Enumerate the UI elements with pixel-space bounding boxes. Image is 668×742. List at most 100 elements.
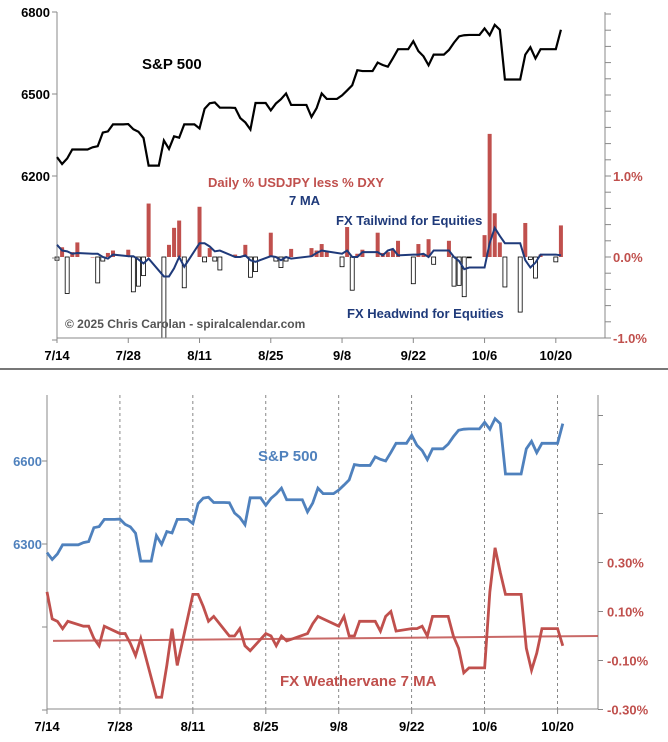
daily-bar (248, 256, 253, 278)
daily-bar (396, 240, 401, 257)
daily-bar (466, 256, 472, 259)
x-tick-label: 10/20 (540, 348, 573, 363)
daily-bar (482, 235, 487, 257)
right-tick-label: 1.0% (613, 169, 643, 184)
daily-bar (197, 206, 202, 257)
daily-bar (217, 256, 223, 271)
daily-bar (527, 256, 533, 260)
x-tick-label: 7/28 (107, 719, 132, 734)
bars-label: Daily % USDJPY less % DXY (208, 175, 384, 190)
daily-bar (75, 242, 80, 257)
daily-bar (289, 248, 294, 257)
right-tick-label: 0.0% (613, 250, 643, 265)
copyright: © 2025 Chris Carolan - spiralcalendar.co… (65, 317, 305, 331)
daily-bar (553, 256, 559, 263)
daily-bar (345, 227, 350, 257)
daily-bar (95, 256, 101, 284)
daily-bar (451, 256, 457, 287)
left-tick-label: 6500 (21, 87, 50, 102)
x-tick-label: 8/25 (258, 348, 283, 363)
trendline (52, 635, 599, 642)
weathervane-line (45, 547, 565, 699)
left-tick-label: 6200 (21, 169, 50, 184)
headwind-label: FX Headwind for Equities (347, 306, 504, 321)
x-tick-label: 8/11 (187, 348, 212, 363)
ma7-line (56, 225, 562, 278)
x-tick-label: 7/28 (116, 348, 141, 363)
daily-bar (207, 248, 212, 257)
daily-bar (243, 244, 248, 257)
daily-bar (446, 240, 451, 257)
daily-bar (202, 256, 208, 263)
daily-bar (456, 256, 462, 286)
x-tick-label: 10/20 (541, 719, 574, 734)
daily-bar (253, 256, 258, 272)
right-tick-label: -0.10% (607, 654, 649, 669)
right-tick-label: -1.0% (613, 331, 647, 346)
daily-bar (421, 254, 426, 257)
x-tick-label: 7/14 (44, 348, 70, 363)
ma-label: 7 MA (289, 193, 321, 208)
daily-bar (492, 213, 497, 257)
daily-bar (60, 247, 65, 257)
daily-bar (181, 256, 187, 289)
right-tick-label: -0.30% (607, 703, 649, 718)
daily-bar (233, 254, 238, 257)
x-tick-label: 10/6 (472, 719, 497, 734)
x-tick-label: 9/22 (401, 348, 426, 363)
daily-bar (502, 256, 508, 288)
x-tick-label: 9/8 (330, 719, 348, 734)
sp500-line-bottom (45, 416, 565, 563)
daily-bar (177, 220, 182, 257)
daily-bar (523, 222, 528, 257)
x-tick-label: 7/14 (34, 719, 60, 734)
daily-bar (390, 250, 395, 257)
daily-bar (146, 203, 151, 257)
daily-bar (309, 248, 314, 257)
sp500-label-bottom: S&P 500 (258, 448, 318, 465)
bottom-chart: S&P 500 FX Weathervane 7 MA 6600 6300 0.30… (13, 395, 649, 734)
sp500-label-top: S&P 500 (142, 56, 202, 73)
daily-bar (141, 256, 146, 277)
daily-bar (324, 251, 329, 257)
daily-bar (339, 256, 345, 268)
x-tick-label: 9/22 (399, 719, 424, 734)
chart-divider (0, 368, 668, 370)
x-tick-label: 10/6 (472, 348, 497, 363)
daily-bar (278, 256, 284, 268)
x-tick-label: 8/11 (181, 719, 206, 734)
daily-bar (212, 256, 218, 262)
daily-bar (533, 256, 538, 279)
right-tick-label: 0.10% (607, 605, 644, 620)
daily-bar (90, 257, 95, 258)
left-tick-label: 6600 (13, 454, 42, 469)
right-tick-label: 0.30% (607, 556, 644, 571)
left-tick-label: 6800 (21, 5, 50, 20)
daily-bar (375, 232, 380, 257)
daily-bar (426, 239, 431, 257)
daily-bar (349, 256, 355, 291)
tailwind-label: FX Tailwind for Equities (336, 213, 482, 228)
weathervane-label: FX Weathervane 7 MA (280, 673, 437, 690)
daily-bar (497, 242, 502, 257)
daily-bar (64, 256, 70, 294)
daily-bar (410, 256, 416, 285)
daily-bar (517, 256, 523, 313)
sp500-line (56, 23, 562, 167)
daily-bar (355, 253, 360, 257)
daily-bar (416, 244, 421, 257)
daily-bar (431, 256, 437, 265)
daily-bar (558, 225, 563, 257)
x-tick-label: 8/25 (253, 719, 278, 734)
daily-bar (172, 227, 177, 257)
daily-bar (166, 244, 171, 257)
daily-bar (385, 252, 390, 257)
daily-bar (268, 232, 273, 257)
x-tick-label: 9/8 (333, 348, 351, 363)
daily-bar (461, 256, 467, 298)
daily-bar (126, 249, 131, 257)
daily-bar (487, 133, 492, 257)
daily-bar (105, 252, 110, 257)
daily-bar (136, 256, 141, 287)
daily-bar (130, 256, 136, 293)
